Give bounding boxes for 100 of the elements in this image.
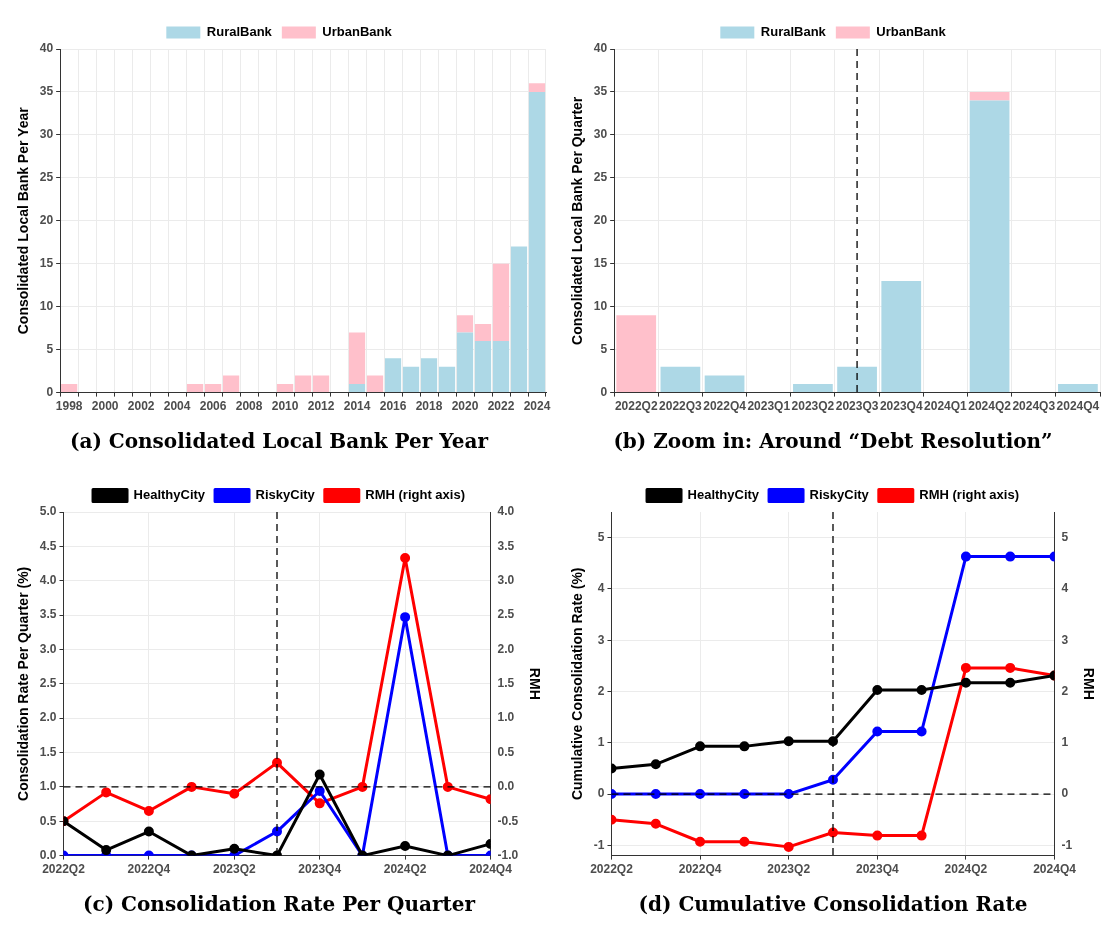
x-tick-label: 2010 bbox=[271, 399, 299, 414]
y-tick-label: 10 bbox=[593, 299, 608, 314]
y-tick-label: 0 bbox=[597, 786, 605, 801]
y-tick-label: -1 bbox=[593, 837, 605, 852]
y-tick-label: 20 bbox=[593, 213, 608, 228]
y-tick-label: 5 bbox=[597, 529, 605, 544]
y-tick-label: 2.0 bbox=[39, 710, 57, 725]
y2-tick-label: 0 bbox=[1061, 786, 1069, 801]
y-tick-label: 15 bbox=[39, 256, 54, 271]
legend-label: UrbanBank bbox=[876, 24, 947, 40]
x-tick-label: 2000 bbox=[91, 399, 119, 414]
y2-tick-label: -0.5 bbox=[497, 813, 519, 828]
x-tick-label: 2022Q2 bbox=[614, 399, 658, 414]
y-axis-title: Consolidated Local Bank Per Year bbox=[15, 106, 32, 335]
y-tick-label: 3 bbox=[597, 632, 605, 647]
y-tick-label: 35 bbox=[593, 84, 608, 99]
y2-tick-label: 0.0 bbox=[497, 779, 515, 794]
y2-tick-label: 2 bbox=[1061, 683, 1069, 698]
x-tick-label: 2012 bbox=[307, 399, 335, 414]
legend-label: HealthyCity bbox=[687, 487, 760, 503]
y-tick-label: 4 bbox=[597, 581, 605, 596]
x-tick-label: 2023Q4 bbox=[855, 862, 899, 877]
x-tick-label: 2018 bbox=[415, 399, 443, 414]
y2-axis-title: RMH bbox=[1080, 667, 1097, 700]
x-tick-label: 2024Q4 bbox=[469, 862, 513, 877]
legend-label: RiskyCity bbox=[255, 487, 316, 503]
legend-label: RMH (right axis) bbox=[919, 487, 1019, 503]
y-tick-label: 40 bbox=[39, 41, 54, 56]
x-tick-label: 2024Q2 bbox=[968, 399, 1012, 414]
y-tick-label: 4.5 bbox=[39, 538, 57, 553]
y-tick-label: 20 bbox=[39, 213, 54, 228]
x-tick-label: 2004 bbox=[163, 399, 191, 414]
x-tick-label: 2023Q1 bbox=[747, 399, 791, 414]
y-tick-label: 10 bbox=[39, 299, 54, 314]
y-tick-label: 2.5 bbox=[39, 676, 57, 691]
y-tick-label: 1.5 bbox=[39, 744, 57, 759]
y2-tick-label: 3.0 bbox=[497, 573, 515, 588]
x-tick-label: 2024Q4 bbox=[1033, 862, 1077, 877]
y-tick-label: 30 bbox=[593, 127, 608, 142]
y-tick-label: 30 bbox=[39, 127, 54, 142]
y-tick-label: 0.0 bbox=[39, 847, 57, 862]
y-tick-label: 1.0 bbox=[39, 779, 57, 794]
y2-tick-label: 1.5 bbox=[497, 676, 515, 691]
x-tick-label: 2022Q2 bbox=[42, 862, 86, 877]
x-tick-label: 2024 bbox=[523, 399, 551, 414]
y-tick-label: 25 bbox=[39, 170, 54, 185]
y-tick-label: 5 bbox=[600, 341, 608, 356]
y-tick-label: 3.0 bbox=[39, 641, 57, 656]
y2-tick-label: 1 bbox=[1061, 735, 1069, 750]
x-tick-label: 2024Q4 bbox=[1056, 399, 1100, 414]
legend-label: RuralBank bbox=[760, 24, 827, 40]
x-tick-label: 2023Q2 bbox=[767, 862, 811, 877]
y-tick-label: 5.0 bbox=[39, 504, 57, 519]
x-tick-label: 2024Q2 bbox=[383, 862, 427, 877]
y2-tick-label: 2.5 bbox=[497, 607, 515, 622]
y-tick-label: 2 bbox=[597, 683, 605, 698]
x-tick-label: 2002 bbox=[127, 399, 155, 414]
x-tick-label: 2022Q4 bbox=[678, 862, 722, 877]
legend-label: UrbanBank bbox=[322, 24, 393, 40]
y2-tick-label: -1 bbox=[1061, 837, 1073, 852]
y-axis-title: Cumulative Consolidation Rate (%) bbox=[569, 567, 586, 801]
legend-label: RiskyCity bbox=[809, 487, 870, 503]
text: (d) Cumulative Consolidation Rate bbox=[638, 892, 1028, 917]
y-tick-label: 5 bbox=[46, 341, 54, 356]
y2-tick-label: 2.0 bbox=[497, 641, 515, 656]
y2-tick-label: 1.0 bbox=[497, 710, 515, 725]
x-tick-label: 2024Q1 bbox=[924, 399, 968, 414]
y-tick-label: 40 bbox=[593, 41, 608, 56]
y-tick-label: 35 bbox=[39, 84, 54, 99]
y-tick-label: 0 bbox=[46, 384, 54, 399]
y-tick-label: 25 bbox=[593, 170, 608, 185]
legend-label: RMH (right axis) bbox=[365, 487, 465, 503]
x-tick-label: 1998 bbox=[55, 399, 83, 414]
y2-tick-label: 5 bbox=[1061, 529, 1069, 544]
x-tick-label: 2023Q3 bbox=[835, 399, 879, 414]
y-tick-label: 0 bbox=[600, 384, 608, 399]
y-tick-label: 15 bbox=[593, 256, 608, 271]
y-tick-label: 1 bbox=[597, 735, 605, 750]
x-tick-label: 2016 bbox=[379, 399, 407, 414]
text: (b) Zoom in: Around “Debt Resolution” bbox=[613, 429, 1053, 454]
x-tick-label: 2022Q4 bbox=[703, 399, 747, 414]
x-tick-label: 2023Q4 bbox=[298, 862, 342, 877]
y2-tick-label: -1.0 bbox=[497, 847, 519, 862]
x-tick-label: 2023Q2 bbox=[212, 862, 256, 877]
x-tick-label: 2022Q3 bbox=[659, 399, 703, 414]
x-tick-label: 2022 bbox=[487, 399, 515, 414]
text: (a) Consolidated Local Bank Per Year bbox=[69, 429, 489, 454]
legend-label: RuralBank bbox=[206, 24, 273, 40]
y2-tick-label: 4.0 bbox=[497, 504, 515, 519]
x-tick-label: 2023Q4 bbox=[879, 399, 923, 414]
y2-tick-label: 4 bbox=[1061, 581, 1069, 596]
x-tick-label: 2020 bbox=[451, 399, 479, 414]
y2-tick-label: 0.5 bbox=[497, 744, 515, 759]
y2-axis-title: RMH bbox=[526, 667, 543, 700]
x-tick-label: 2024Q2 bbox=[944, 862, 988, 877]
y-axis-title: Consolidated Local Bank Per Quarter bbox=[569, 96, 586, 345]
x-tick-label: 2024Q3 bbox=[1012, 399, 1056, 414]
x-tick-label: 2008 bbox=[235, 399, 263, 414]
y2-tick-label: 3.5 bbox=[497, 538, 515, 553]
y-axis-title: Consolidation Rate Per Quarter (%) bbox=[15, 566, 32, 801]
